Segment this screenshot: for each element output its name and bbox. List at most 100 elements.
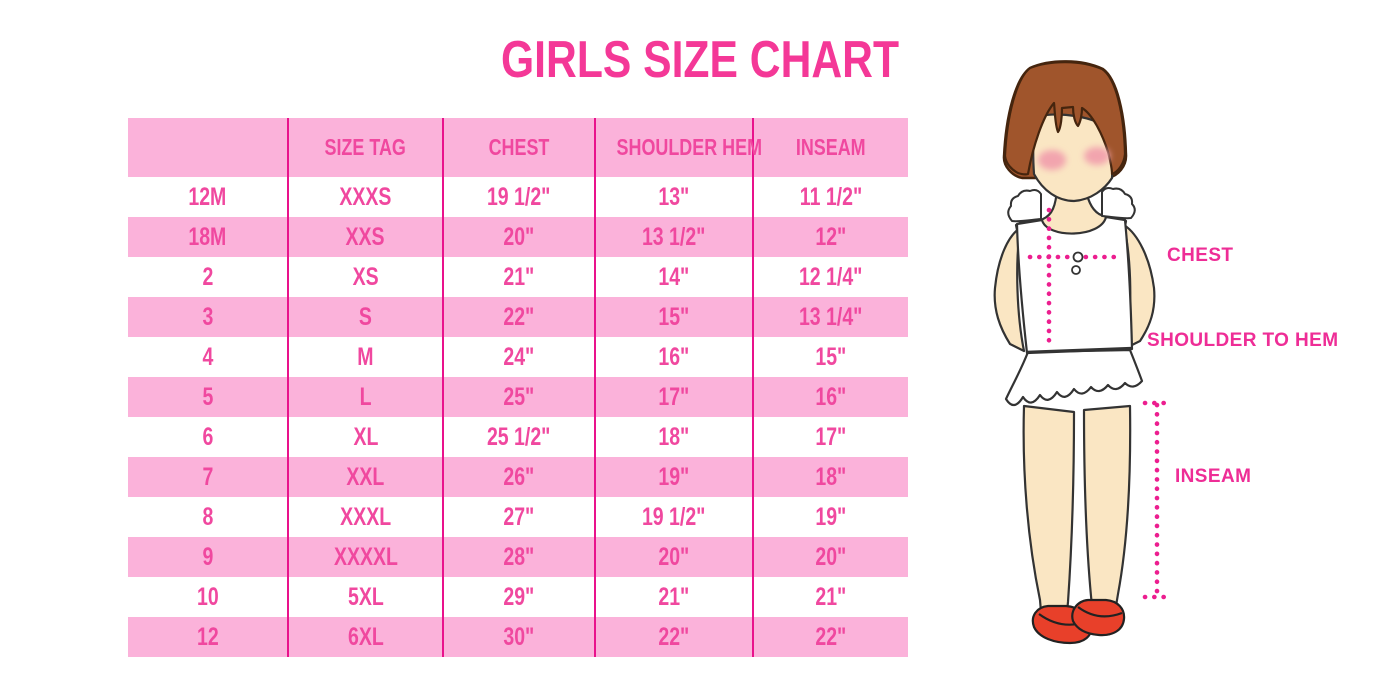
right-leg: [1082, 404, 1132, 608]
table-cell: 16": [815, 382, 847, 411]
table-cell: 13 1/2": [595, 217, 754, 257]
table-row: 18M XXS 20" 13 1/2" 12": [128, 217, 908, 257]
table-cell: 22": [815, 622, 847, 651]
table-row: 3 S 22" 15" 13 1/4": [128, 297, 908, 337]
table-cell: 22": [595, 617, 754, 657]
table-header-row: SIZE TAG CHEST SHOULDER HEM INSEAM: [128, 118, 908, 177]
table-body: 12M XXXS 19 1/2" 13" 11 1/2" 18M XXS 20" 13 1/2"…: [128, 177, 908, 657]
table-cell: 17": [815, 422, 847, 451]
table-cell: 2: [128, 257, 289, 297]
shoulder-ruffles: [1007, 187, 1136, 223]
table-cell: 25 1/2": [443, 417, 596, 457]
table-cell: XXXXL: [288, 537, 444, 577]
table-cell: 18": [595, 417, 754, 457]
table-cell: 20": [443, 217, 596, 257]
right-shoe-strap: [1077, 606, 1123, 618]
table-cell: 12: [128, 617, 289, 657]
table-cell: XXL: [288, 457, 444, 497]
table-cell: 26": [443, 457, 596, 497]
waistline: [1025, 346, 1134, 354]
table-cell: XL: [288, 417, 444, 457]
shoulder-to-hem-measurement-label: SHOULDER TO HEM: [1147, 330, 1339, 351]
table-cell: 10: [128, 577, 289, 617]
table-cell: 30": [443, 617, 596, 657]
legs: [1022, 404, 1132, 614]
table-cell: 25": [443, 377, 596, 417]
column-header: [128, 118, 289, 177]
table-cell: 15": [815, 342, 847, 371]
table-cell: 19 1/2": [595, 497, 754, 537]
table-cell: 16": [595, 337, 754, 377]
table-cell: 8: [128, 497, 289, 537]
bangs: [1003, 61, 1127, 176]
page-title: GIRLS SIZE CHART: [501, 31, 899, 89]
table-cell: 6XL: [288, 617, 444, 657]
table-row: 4 M 24" 16" 15": [128, 337, 908, 377]
table-cell: 19": [595, 457, 754, 497]
blush: [1038, 147, 1110, 170]
table-cell: 12M: [128, 177, 289, 217]
table-cell: 5XL: [288, 577, 444, 617]
table-cell: XS: [288, 257, 444, 297]
table-row: 5 L 25" 17" 16": [128, 377, 908, 417]
table-cell: 4: [128, 337, 289, 377]
table-cell: 3: [128, 297, 289, 337]
column-header: SHOULDER HEM: [595, 118, 762, 177]
table-cell: 24": [443, 337, 596, 377]
table-cell: 15": [595, 297, 754, 337]
bottom-button: [1071, 265, 1081, 275]
table-cell: 19 1/2": [443, 177, 596, 217]
table-cell: 9: [128, 537, 289, 577]
table-row: 10 5XL 29" 21" 21": [128, 577, 908, 617]
table-cell: XXXS: [288, 177, 444, 217]
column-header: INSEAM: [796, 134, 866, 160]
skirt: [1004, 348, 1144, 407]
table-row: 12M XXXS 19 1/2" 13" 11 1/2": [128, 177, 908, 217]
table-cell: 20": [815, 542, 847, 571]
table-cell: 7: [128, 457, 289, 497]
table-row: 6 XL 25 1/2" 18" 17": [128, 417, 908, 457]
table-cell: L: [288, 377, 444, 417]
shoes: [1031, 598, 1126, 645]
table-cell: 17": [595, 377, 754, 417]
table-cell: 22": [443, 297, 596, 337]
table-row: 8 XXXL 27" 19 1/2" 19": [128, 497, 908, 537]
column-header: SIZE TAG: [288, 118, 444, 177]
girl-figure-illustration: [993, 60, 1170, 645]
right-shoe: [1071, 598, 1126, 637]
size-chart-table: SIZE TAG CHEST SHOULDER HEM INSEAM 12M XXXS 1…: [128, 118, 908, 657]
inseam-measurement-label: INSEAM: [1175, 466, 1252, 487]
table-cell: 27": [443, 497, 596, 537]
right-blush: [1084, 147, 1110, 165]
table-cell: 28": [443, 537, 596, 577]
left-arm: [993, 226, 1026, 353]
bodice: [1015, 215, 1134, 355]
table-cell: 6: [128, 417, 289, 457]
table-cell: 20": [595, 537, 754, 577]
table-cell: 12 1/4": [799, 262, 863, 291]
table-cell: 18M: [128, 217, 289, 257]
table-cell: XXXL: [288, 497, 444, 537]
table-row: 7 XXL 26" 19" 18": [128, 457, 908, 497]
table-cell: 21": [443, 257, 596, 297]
table-cell: M: [288, 337, 444, 377]
left-blush: [1038, 150, 1066, 170]
table-cell: S: [288, 297, 444, 337]
table-cell: 5: [128, 377, 289, 417]
table-cell: 13": [595, 177, 754, 217]
table-cell: XXS: [288, 217, 444, 257]
right-ruffle: [1101, 187, 1136, 220]
table-cell: 21": [815, 582, 847, 611]
table-row: 12 6XL 30" 22" 22": [128, 617, 908, 657]
column-header: CHEST: [443, 118, 596, 177]
table-row: 9 XXXXL 28" 20" 20": [128, 537, 908, 577]
chest-measurement-label: CHEST: [1167, 245, 1234, 266]
top-button: [1072, 251, 1084, 263]
table-cell: 11 1/2": [799, 182, 863, 211]
table-row: 2 XS 21" 14" 12 1/4": [128, 257, 908, 297]
table-cell: 13 1/4": [799, 302, 863, 331]
left-ruffle: [1007, 189, 1042, 223]
table-cell: 14": [595, 257, 754, 297]
table-cell: 29": [443, 577, 596, 617]
